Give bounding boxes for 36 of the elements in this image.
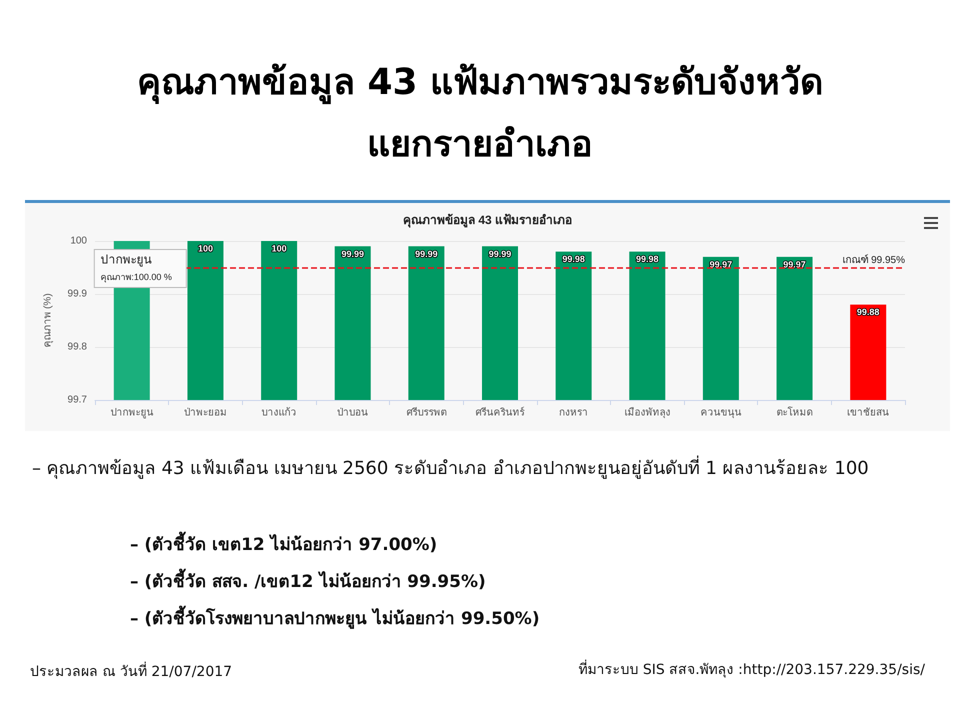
annotation: ปากพะยูน คุณภาพ:100.00 % [100,252,172,283]
data-label: 100 [198,244,213,254]
y-tick-label: 99.8 [68,342,88,352]
y-tick-label: 99.9 [68,288,88,300]
x-tick-label: เมืองพัทลุง [624,406,670,418]
x-tick-label: ป่าบอน [337,408,368,418]
data-label: 99.99 [415,248,438,259]
text: – (ตัวชี้วัด สสจ. /เขต12 ไม่น้อยกว่า 99.95%) [130,568,486,594]
text: – (ตัวชี้วัดโรงพยาบาลปากพะยูน ไม่น้อยกว่า 99.50%) [130,604,540,631]
data-label: 100 [272,244,287,254]
data-label: 99.97 [783,259,806,270]
text: ที่มาระบบ SIS สสจ.พัทลุง :http://203.157.229.35/sis/ [578,658,925,680]
y-tick-label: 100 [70,236,88,246]
y-axis-title: คุณภาพ (%) [42,293,54,348]
text: ประมวลผล ณ วันที่ 21/07/2017 [30,660,232,682]
chart-title: คุณภาพข้อมูล 43 แฟ้มภาพรวมระดับจังหวัด แยกรายอำเภอ [136,61,824,167]
x-tick-label: ตะโหมด [776,406,813,418]
text: – (ตัวชี้วัด เขต12 ไม่น้อยกว่า 97.00%) [130,530,438,557]
x-tick-label: ป่าพะยอม [184,408,227,418]
data-label: 99.88 [856,307,880,318]
data-label: 99.98 [636,254,659,264]
data-label: 99.97 [710,259,732,270]
data-label: 99.98 [562,254,585,264]
data-label: 99.99 [488,248,512,259]
x-tick-label: เขาชัยสน [847,408,890,418]
text: – คุณภาพข้อมูล 43 แฟ้มเดือน เมษายน 2560 ระดับอำเภอ อำเภอปากพะยูนอยู่อันดับที่ 1 ผลงานร้อยละ 100 [32,454,870,481]
x-tick-label: ปากพะยูน [110,408,154,418]
x-tick-label: บางแก้ว [262,406,297,418]
x-tick-label: ศรีบรรพต [406,406,446,418]
y-tick-label: 99.7 [68,394,88,406]
data-label: 99.99 [341,248,364,259]
x-tick-label: กงหรา [559,408,588,418]
ref-line-label: เกณฑ์ 99.95% [842,254,906,266]
x-tick-label: ควนขนุน [700,408,742,418]
x-tick-label: ศรีนครินทร์ [476,406,526,418]
chart-subtitle: คุณภาพข้อมูล 43 แฟ้มรายอำเภอ [402,213,572,228]
